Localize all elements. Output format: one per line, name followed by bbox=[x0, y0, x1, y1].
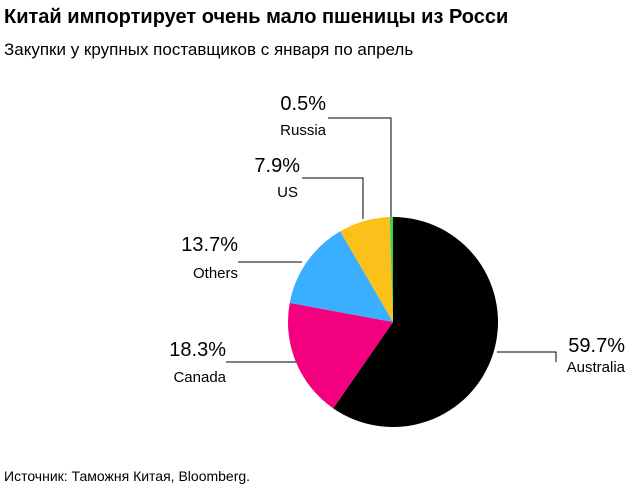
leader-line-australia bbox=[497, 351, 557, 362]
pct-label-australia: 59.7% bbox=[568, 335, 625, 357]
source-note: Источник: Таможня Китая, Bloomberg. bbox=[4, 468, 251, 484]
pie-slices bbox=[287, 216, 499, 428]
name-label-us: US bbox=[277, 184, 298, 201]
chart-title: Китай импортирует очень мало пшеницы из … bbox=[4, 6, 509, 28]
pie-slice-australia bbox=[333, 217, 499, 428]
slice-labels: 59.7% Australia 18.3% Canada 13.7% Others 7.9%… bbox=[169, 93, 625, 386]
name-label-others: Others bbox=[193, 265, 238, 282]
name-label-canada: Canada bbox=[173, 369, 226, 386]
pct-label-others: 13.7% bbox=[181, 234, 238, 256]
leader-line-us bbox=[302, 177, 364, 219]
name-label-russia: Russia bbox=[280, 122, 327, 139]
name-label-australia: Australia bbox=[567, 359, 626, 376]
leader-line-russia bbox=[328, 117, 392, 217]
pie-slice-canada bbox=[287, 302, 393, 409]
pct-label-canada: 18.3% bbox=[169, 339, 226, 361]
pct-label-us: 7.9% bbox=[254, 155, 300, 177]
pie-slice-russia bbox=[389, 216, 393, 322]
pie-slice-us bbox=[340, 217, 393, 322]
pct-label-russia: 0.5% bbox=[280, 93, 326, 115]
chart-subtitle: Закупки у крупных поставщиков с января п… bbox=[4, 40, 414, 59]
leader-lines bbox=[226, 117, 557, 363]
pie-slice-others bbox=[289, 231, 393, 322]
